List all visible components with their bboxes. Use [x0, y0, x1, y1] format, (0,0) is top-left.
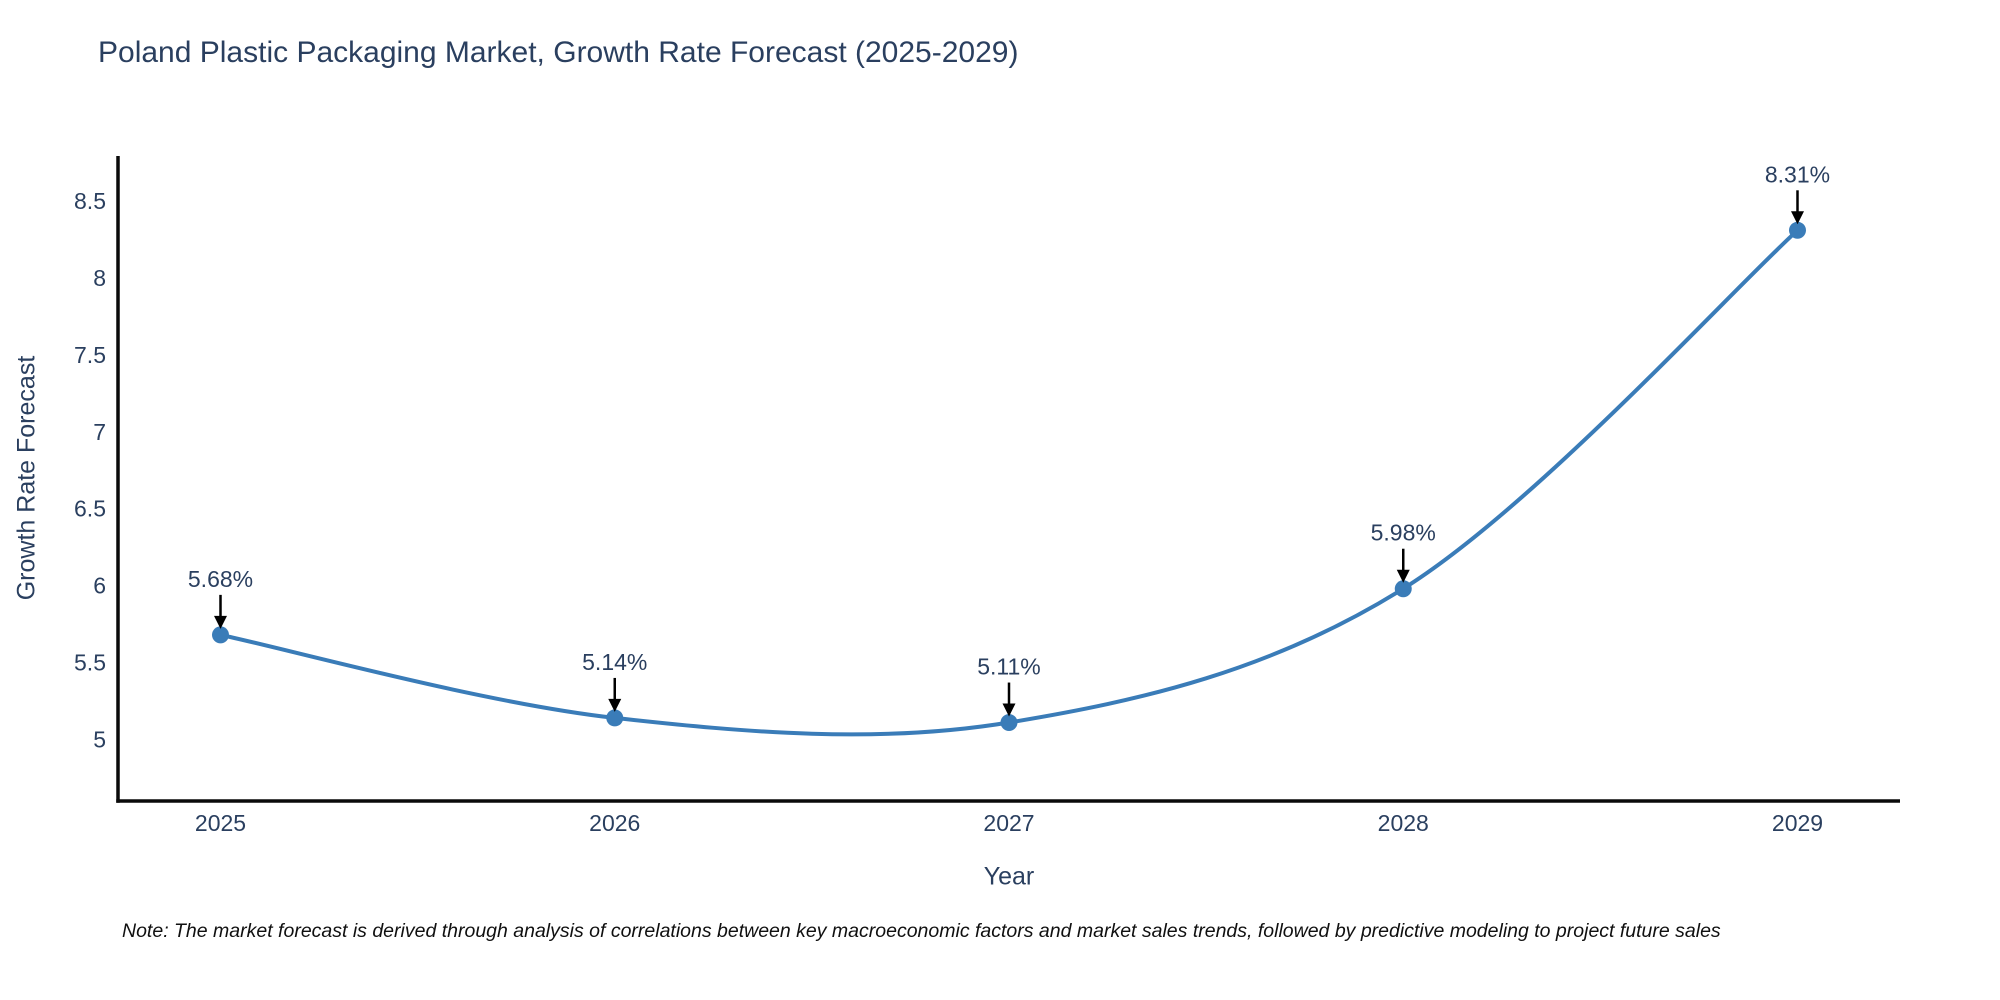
- x-axis-title: Year: [983, 862, 1035, 891]
- x-tick-label: 2029: [1772, 810, 1823, 836]
- y-tick-label: 7.5: [74, 342, 106, 368]
- trend-line: [218, 228, 1800, 737]
- data-point-label: 5.98%: [1371, 520, 1436, 546]
- data-point-2025: [212, 626, 230, 644]
- annotation-arrowhead: [214, 615, 228, 629]
- data-point-2027: [1000, 714, 1018, 732]
- y-tick-label: 7: [93, 419, 106, 445]
- data-point-label: 8.31%: [1765, 161, 1830, 187]
- data-point-2026: [606, 709, 624, 727]
- x-tick-label: 2026: [589, 810, 640, 836]
- data-point-2029: [1788, 221, 1806, 239]
- y-tick-label: 5: [93, 726, 106, 752]
- data-point-label: 5.11%: [977, 654, 1041, 680]
- y-tick-label: 8: [93, 265, 106, 291]
- x-tick-label: 2028: [1378, 810, 1429, 836]
- data-point-label: 5.14%: [582, 649, 647, 675]
- x-tick-label: 2025: [195, 810, 246, 836]
- y-tick-label: 6.5: [74, 496, 106, 522]
- chart-title: Poland Plastic Packaging Market, Growth …: [98, 36, 1019, 69]
- annotation-arrowhead: [608, 698, 622, 712]
- y-tick-label: 8.5: [74, 188, 106, 214]
- data-point-2028: [1394, 580, 1412, 598]
- annotation-arrowhead: [1396, 569, 1410, 583]
- y-tick-label: 5.5: [74, 650, 106, 676]
- y-tick-label: 6: [93, 573, 106, 599]
- annotation-arrowhead: [1790, 211, 1804, 225]
- x-tick-label: 2027: [983, 810, 1034, 836]
- data-point-label: 5.68%: [188, 566, 253, 592]
- annotation-arrowhead: [1002, 703, 1016, 717]
- footnote: Note: The market forecast is derived thr…: [122, 920, 1721, 942]
